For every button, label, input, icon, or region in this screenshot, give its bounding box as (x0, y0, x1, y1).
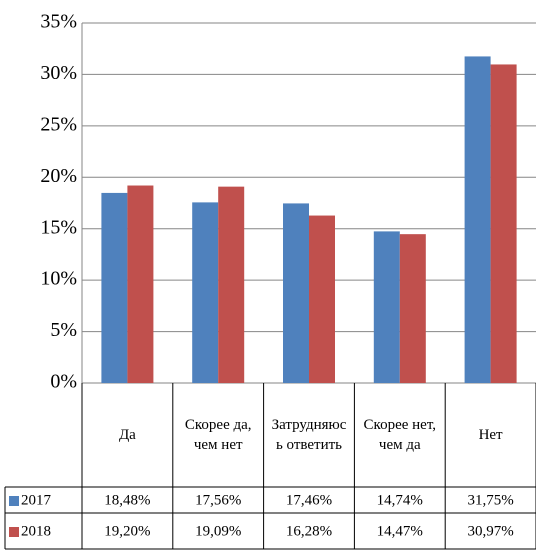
bar (399, 234, 426, 383)
bar (373, 231, 400, 383)
category-cell: Скорее нет, чем да (363, 416, 437, 453)
y-tick-label: 5% (50, 319, 77, 341)
y-tick-label: 20% (40, 165, 77, 187)
table-value: 14,74% (377, 492, 423, 508)
table-value: 31,75% (467, 492, 513, 508)
x-tick-label: Скорее нет, чем да (363, 416, 437, 453)
legend-key (9, 527, 19, 537)
y-tick-label: 0% (50, 371, 77, 393)
x-tick-label: Да (118, 426, 136, 443)
y-tick-label: 35% (40, 11, 77, 33)
legend-label: 2018 (21, 523, 51, 539)
bar (192, 202, 219, 383)
category-cell: Нет (478, 426, 503, 443)
bar (309, 215, 335, 383)
y-tick-label: 15% (40, 216, 77, 238)
y-tick-label: 30% (40, 62, 77, 84)
table-value: 17,46% (286, 492, 332, 508)
bar (464, 56, 491, 384)
table-value: 17,56% (195, 492, 241, 508)
y-tick-label: 25% (40, 113, 77, 135)
bar (101, 192, 128, 383)
table-value: 18,48% (104, 492, 150, 508)
category-cell: Да (118, 426, 136, 443)
bar (127, 185, 154, 383)
x-tick-label: Затрудняюсь ответить (271, 416, 347, 453)
table-value: 30,97% (467, 523, 513, 539)
table-value: 19,09% (195, 523, 241, 539)
table-value: 14,47% (377, 523, 423, 539)
legend-label: 2017 (21, 492, 52, 508)
table-value: 19,20% (104, 523, 150, 539)
x-tick-label: Нет (478, 426, 503, 443)
category-cell: Скорее да, чем нет (184, 416, 252, 453)
bar (283, 203, 309, 383)
bar (218, 186, 245, 383)
legend-key (9, 496, 19, 506)
bar (490, 64, 517, 384)
y-tick-label: 10% (40, 268, 77, 290)
x-tick-label: Скорее да, чем нет (184, 416, 252, 453)
table-value: 16,28% (286, 523, 332, 539)
category-cell: Затрудняюсь ответить (271, 416, 347, 453)
